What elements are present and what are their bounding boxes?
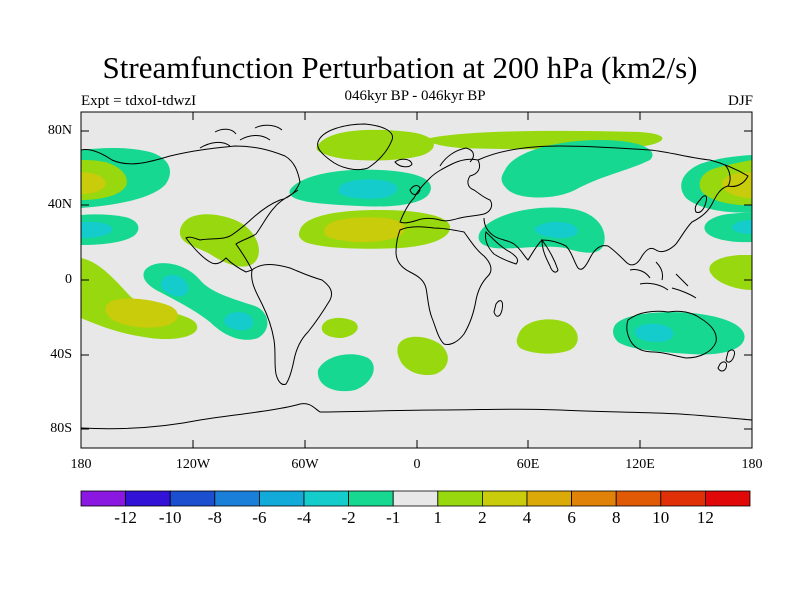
coast-australia bbox=[626, 310, 717, 359]
coast-greenland bbox=[317, 123, 394, 171]
colorbar-label: -12 bbox=[114, 508, 137, 527]
contour-negative3-epac-south bbox=[224, 312, 254, 331]
axis-ticks bbox=[80, 112, 753, 448]
colorbar-swatch bbox=[169, 490, 216, 507]
colorbar-swatch bbox=[125, 490, 171, 507]
contour-negative2-epac-south bbox=[160, 274, 189, 297]
colorbar-swatch bbox=[214, 490, 260, 507]
contour-positive-indian bbox=[516, 319, 578, 354]
coast-antarctica bbox=[81, 403, 752, 430]
coast-sea-islands bbox=[629, 261, 697, 299]
coast-kamchatka bbox=[724, 164, 731, 187]
contour-negative2-tropical-pac bbox=[81, 222, 113, 238]
coast-japan bbox=[694, 195, 707, 213]
coast-africa bbox=[395, 226, 492, 345]
colorbar-swatch bbox=[348, 490, 394, 507]
contour-positive2-subtrop-atl bbox=[324, 217, 405, 243]
colorbar-swatch bbox=[705, 490, 751, 507]
colorbar-label: 6 bbox=[567, 508, 576, 527]
contour-negative-tropical-east bbox=[704, 212, 752, 243]
coast-india bbox=[541, 238, 559, 273]
contour-negative2-natl bbox=[338, 179, 397, 199]
contour-positive2-sepac bbox=[105, 298, 178, 328]
colorbar bbox=[80, 490, 751, 507]
lat-label-80n: 80N bbox=[47, 123, 72, 138]
colorbar-swatch bbox=[392, 490, 439, 507]
coast-madagascar bbox=[493, 300, 503, 317]
coastlines bbox=[81, 123, 752, 430]
colorbar-label: 1 bbox=[433, 508, 443, 527]
plot-subtitle: 046kyr BP - 046kyr BP bbox=[344, 88, 486, 104]
colorbar-swatch bbox=[437, 490, 483, 507]
coast-new-zealand bbox=[717, 349, 735, 372]
season-label: DJF bbox=[727, 93, 753, 109]
lon-label-180e: 180 bbox=[741, 457, 763, 472]
colorbar-label: -2 bbox=[341, 508, 356, 527]
colorbar-label: 12 bbox=[696, 508, 714, 527]
colorbar-label: -8 bbox=[207, 508, 222, 527]
plot-title: Streamfunction Perturbation at 200 hPa (… bbox=[102, 50, 698, 85]
contour-positive2-npac-east bbox=[721, 172, 752, 198]
colorbar-swatch bbox=[481, 490, 528, 507]
colorbar-swatch bbox=[303, 490, 349, 507]
colorbar-label: 10 bbox=[652, 508, 670, 527]
coast-scandinavia bbox=[439, 147, 474, 167]
contour-positive-sam bbox=[321, 317, 358, 338]
colorbar-label: 8 bbox=[611, 508, 621, 527]
contour-negative-siberia bbox=[501, 140, 653, 198]
lat-label-40n: 40N bbox=[47, 197, 72, 212]
lon-label-120w: 120W bbox=[175, 457, 211, 472]
colorbar-label: -6 bbox=[252, 508, 267, 527]
colorbar-label: -4 bbox=[296, 508, 312, 527]
contour-negative-satl bbox=[317, 354, 374, 392]
experiment-label: Expt = tdxoI-tdwzI bbox=[81, 93, 197, 109]
colorbar-label: 4 bbox=[522, 508, 532, 527]
colorbar-swatch bbox=[571, 490, 617, 507]
contour-positive-greenland bbox=[316, 129, 434, 161]
contour-positive-eq-east bbox=[709, 255, 752, 290]
contour-fills bbox=[81, 129, 752, 392]
lon-label-60e: 60E bbox=[516, 457, 540, 472]
lat-label-40s: 40S bbox=[50, 347, 72, 362]
coast-asia bbox=[477, 145, 749, 270]
lon-label-0: 0 bbox=[413, 457, 421, 472]
coast-arabia bbox=[485, 231, 519, 265]
coast-north-america bbox=[81, 145, 301, 273]
contour-negative-australia bbox=[613, 312, 745, 355]
contour-negative2-tropical-east bbox=[732, 220, 752, 234]
lon-label-180w: 180 bbox=[70, 457, 92, 472]
coast-south-america bbox=[251, 264, 333, 385]
lat-label-80s: 80S bbox=[50, 421, 72, 436]
colorbar-swatch bbox=[526, 490, 572, 507]
contour-positive2-npac-west bbox=[81, 172, 106, 194]
colorbar-swatch bbox=[615, 490, 662, 507]
coast-arctic-islands bbox=[199, 124, 283, 149]
contour-positive-safr bbox=[397, 336, 448, 376]
coast-iceland bbox=[394, 158, 413, 168]
contour-negative2-asia bbox=[534, 221, 578, 238]
colorbar-label: 2 bbox=[478, 508, 487, 527]
colorbar-swatch bbox=[258, 490, 305, 507]
coast-britain bbox=[409, 185, 421, 195]
colorbar-label: -10 bbox=[158, 508, 182, 527]
lat-label-0: 0 bbox=[65, 272, 72, 287]
colorbar-swatch bbox=[80, 490, 126, 507]
colorbar-swatch bbox=[660, 490, 706, 507]
contour-positive-caribbean bbox=[179, 214, 259, 267]
lon-label-60w: 60W bbox=[291, 457, 319, 472]
lon-label-120e: 120E bbox=[625, 457, 655, 472]
coast-europe bbox=[399, 158, 493, 224]
colorbar-label: -1 bbox=[386, 508, 401, 527]
contour-negative2-australia bbox=[634, 323, 674, 342]
